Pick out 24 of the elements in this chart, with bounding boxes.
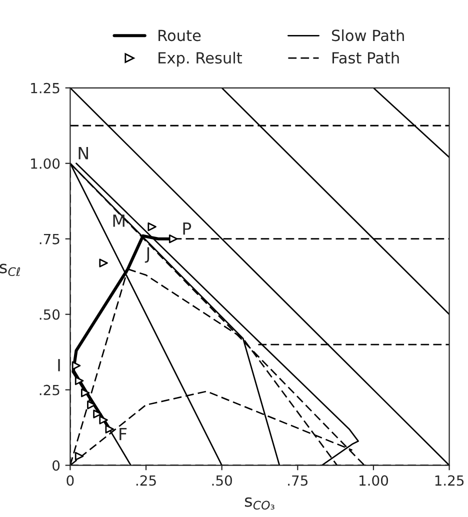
y-tick-label: .50 (40, 309, 60, 320)
x-tick-label: 0 (66, 475, 74, 486)
y-tick-label: .75 (40, 234, 60, 244)
y-tick-label: 0 (52, 460, 60, 471)
legend-label: Fast Path (332, 52, 399, 64)
annotation: M (113, 214, 124, 227)
x-tick-label: .75 (288, 475, 308, 486)
y-tick-label: 1.25 (31, 82, 60, 94)
annotation: F (120, 428, 127, 440)
y-axis-title: s$_{Cℓ}$ (0, 264, 20, 276)
x-tick-label: 1.25 (435, 475, 464, 486)
legend-label: Slow Path (332, 29, 404, 42)
x-tick-label: .50 (212, 475, 232, 486)
y-tick-label: 1.00 (31, 158, 60, 169)
annotation: P (183, 222, 192, 235)
legend-label: Exp. Result (158, 52, 242, 67)
legend-label: Route (158, 30, 201, 42)
x-tick-label: 1.00 (360, 475, 388, 486)
x-tick-label: .25 (136, 475, 156, 486)
annotation: I (58, 359, 60, 372)
annotation: N (78, 147, 88, 160)
x-axis-title: s$_{CO₃}$ (244, 497, 274, 510)
annotation: J (144, 247, 150, 263)
y-tick-label: .25 (40, 384, 60, 396)
